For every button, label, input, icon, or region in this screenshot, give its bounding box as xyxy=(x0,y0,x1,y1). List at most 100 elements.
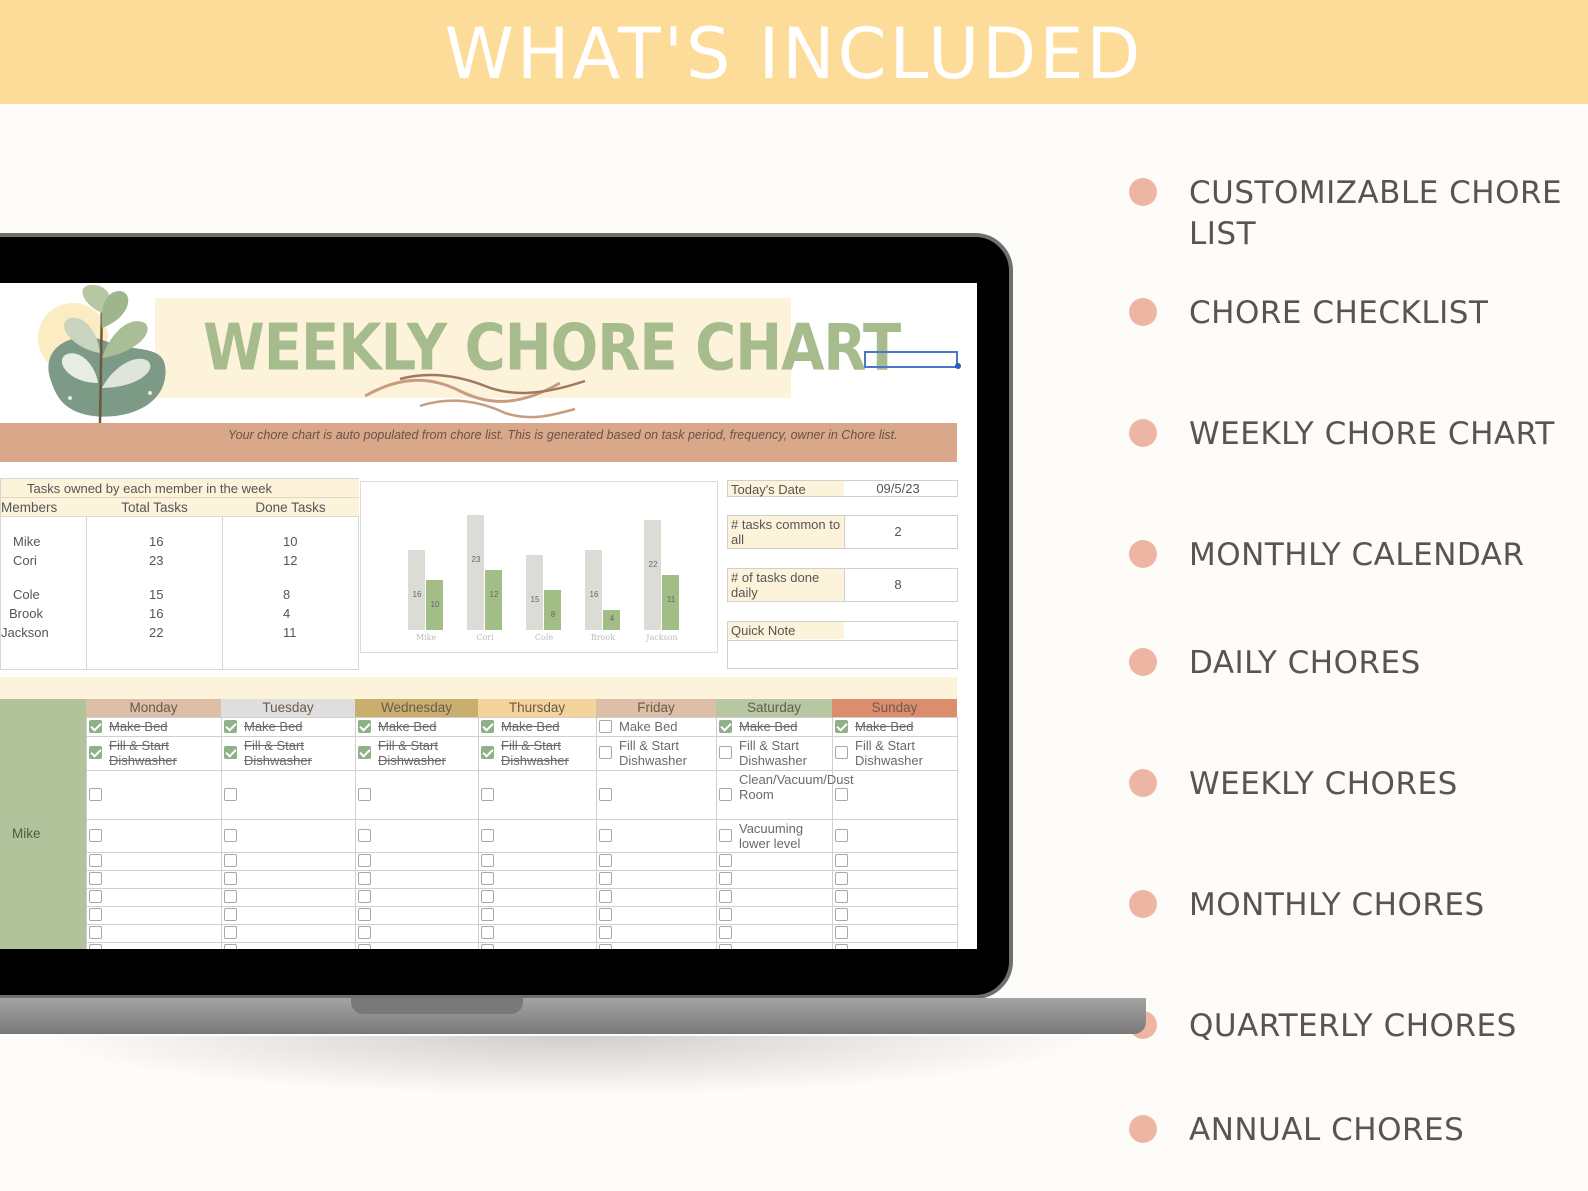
tasks-daily-value[interactable]: 8 xyxy=(894,577,902,592)
info-note-bar: Your chore chart is auto populated from … xyxy=(0,423,957,462)
task-checkbox[interactable] xyxy=(89,926,102,939)
member-name: Brook xyxy=(9,606,43,621)
task-checkbox[interactable] xyxy=(224,908,237,921)
selection-handle[interactable] xyxy=(955,363,961,369)
task-checkbox[interactable] xyxy=(224,854,237,867)
task-checkbox[interactable] xyxy=(89,854,102,867)
task-checkbox[interactable] xyxy=(719,872,732,885)
tasks-common-value[interactable]: 2 xyxy=(894,524,902,539)
task-checkbox[interactable] xyxy=(719,854,732,867)
bullet-dot-icon xyxy=(1129,178,1157,206)
task-checkbox[interactable] xyxy=(835,890,848,903)
task-checkbox[interactable] xyxy=(224,890,237,903)
feature-label: QUARTERLY CHORES xyxy=(1189,1008,1517,1044)
task-checkbox[interactable] xyxy=(835,926,848,939)
task-checkbox[interactable] xyxy=(599,944,612,949)
task-checkbox[interactable] xyxy=(224,720,237,733)
chart-bar xyxy=(603,610,620,630)
grid-row-line xyxy=(86,852,957,853)
task-checkbox[interactable] xyxy=(89,829,102,842)
task-checkbox[interactable] xyxy=(89,890,102,903)
task-label: Vacuuming lower level xyxy=(739,821,804,851)
task-checkbox[interactable] xyxy=(835,746,848,759)
task-checkbox[interactable] xyxy=(599,908,612,921)
task-label: Fill & Start Dishwasher xyxy=(109,738,177,768)
task-checkbox[interactable] xyxy=(481,872,494,885)
task-checkbox[interactable] xyxy=(599,829,612,842)
task-checkbox[interactable] xyxy=(358,944,371,949)
task-checkbox[interactable] xyxy=(481,926,494,939)
task-checkbox[interactable] xyxy=(89,908,102,921)
task-checkbox[interactable] xyxy=(358,872,371,885)
task-checkbox[interactable] xyxy=(719,829,732,842)
task-checkbox[interactable] xyxy=(481,746,494,759)
task-checkbox[interactable] xyxy=(224,872,237,885)
task-checkbox[interactable] xyxy=(599,890,612,903)
task-checkbox[interactable] xyxy=(224,788,237,801)
grid-col-line xyxy=(596,717,597,949)
task-checkbox[interactable] xyxy=(358,829,371,842)
task-checkbox[interactable] xyxy=(224,746,237,759)
task-checkbox[interactable] xyxy=(481,908,494,921)
feature-label: DAILY CHORES xyxy=(1189,645,1421,681)
task-checkbox[interactable] xyxy=(358,854,371,867)
task-checkbox[interactable] xyxy=(599,854,612,867)
chart-bar xyxy=(426,580,443,630)
task-checkbox[interactable] xyxy=(599,788,612,801)
task-checkbox[interactable] xyxy=(719,746,732,759)
task-checkbox[interactable] xyxy=(358,908,371,921)
task-checkbox[interactable] xyxy=(599,746,612,759)
task-checkbox[interactable] xyxy=(89,944,102,949)
task-checkbox[interactable] xyxy=(719,720,732,733)
task-checkbox[interactable] xyxy=(358,720,371,733)
task-checkbox[interactable] xyxy=(224,829,237,842)
task-checkbox[interactable] xyxy=(89,720,102,733)
task-checkbox[interactable] xyxy=(481,890,494,903)
today-date-value[interactable]: 09/5/23 xyxy=(876,481,920,496)
task-checkbox[interactable] xyxy=(719,926,732,939)
task-checkbox[interactable] xyxy=(358,746,371,759)
bullet-dot-icon xyxy=(1129,648,1157,676)
task-checkbox[interactable] xyxy=(835,854,848,867)
task-checkbox[interactable] xyxy=(835,829,848,842)
member-done: 8 xyxy=(283,587,291,602)
task-checkbox[interactable] xyxy=(599,926,612,939)
task-checkbox[interactable] xyxy=(719,788,732,801)
task-checkbox[interactable] xyxy=(599,720,612,733)
task-checkbox[interactable] xyxy=(481,720,494,733)
task-checkbox[interactable] xyxy=(719,908,732,921)
feature-label: WEEKLY CHORES xyxy=(1189,766,1458,802)
task-label: Fill & Start Dishwasher xyxy=(855,738,923,768)
task-checkbox[interactable] xyxy=(358,890,371,903)
task-checkbox[interactable] xyxy=(835,872,848,885)
quick-note-box[interactable]: Quick Note xyxy=(727,621,958,669)
task-checkbox[interactable] xyxy=(481,854,494,867)
task-checkbox[interactable] xyxy=(835,908,848,921)
task-label: Fill & Start Dishwasher xyxy=(619,738,687,768)
members-table-caption: Tasks owned by each member in the week xyxy=(1,479,359,498)
task-checkbox[interactable] xyxy=(89,746,102,759)
task-checkbox[interactable] xyxy=(481,788,494,801)
grid-col-line xyxy=(221,717,222,949)
feature-item: CUSTOMIZABLE CHORE LIST xyxy=(1129,173,1579,255)
chart-bar xyxy=(662,575,679,630)
task-checkbox[interactable] xyxy=(358,926,371,939)
task-checkbox[interactable] xyxy=(835,720,848,733)
task-checkbox[interactable] xyxy=(481,829,494,842)
grid-row-line xyxy=(86,736,957,737)
task-checkbox[interactable] xyxy=(835,944,848,949)
task-checkbox[interactable] xyxy=(719,890,732,903)
task-checkbox[interactable] xyxy=(599,872,612,885)
bar-value-label: 12 xyxy=(489,590,499,599)
bar-value-label: 16 xyxy=(589,590,599,599)
task-checkbox[interactable] xyxy=(89,788,102,801)
task-checkbox[interactable] xyxy=(835,788,848,801)
cell-selection-box[interactable] xyxy=(864,351,958,368)
task-checkbox[interactable] xyxy=(224,926,237,939)
task-checkbox[interactable] xyxy=(224,944,237,949)
task-checkbox[interactable] xyxy=(481,944,494,949)
task-checkbox[interactable] xyxy=(719,944,732,949)
task-checkbox[interactable] xyxy=(358,788,371,801)
bar-value-label: 15 xyxy=(530,595,540,604)
task-checkbox[interactable] xyxy=(89,872,102,885)
